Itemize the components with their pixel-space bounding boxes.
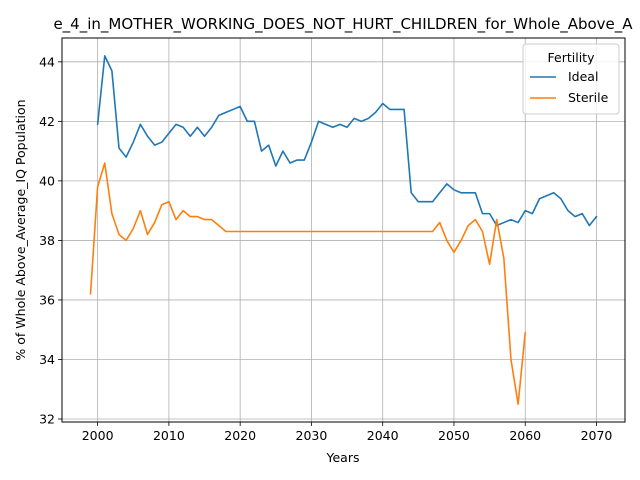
series-line-sterile: [89, 162, 527, 405]
plot-frame: [61, 37, 626, 423]
y-tick-label: 32: [39, 412, 55, 427]
x-tick-label: 2020: [224, 428, 256, 443]
y-tick-label: 38: [39, 233, 55, 248]
legend-box: [522, 43, 620, 115]
x-axis: 2000 2010 2020 2030 2040 2050 2060 2070: [82, 422, 613, 443]
y-tick-label: 34: [39, 352, 55, 367]
x-tick-label: 2060: [509, 428, 541, 443]
legend-label-sterile: Sterile: [568, 90, 609, 105]
y-axis-label: % of Whole Above_Average_IQ Population: [13, 99, 28, 360]
y-axis: 32 34 36 38 40 42 44: [39, 54, 62, 427]
legend: Fertility Ideal Sterile: [522, 43, 620, 115]
chart-title: e_4_in_MOTHER_WORKING_DOES_NOT_HURT_CHIL…: [53, 15, 633, 34]
x-axis-label: Years: [326, 450, 360, 465]
series-layer: [89, 55, 598, 405]
x-tick-label: 2040: [367, 428, 399, 443]
x-tick-label: 2050: [438, 428, 470, 443]
x-tick-label: 2070: [581, 428, 613, 443]
series-line-ideal: [96, 55, 598, 227]
x-tick-label: 2010: [153, 428, 185, 443]
legend-title: Fertility: [548, 50, 596, 65]
y-tick-label: 36: [39, 292, 55, 307]
y-tick-label: 40: [39, 173, 55, 188]
x-tick-label: 2000: [82, 428, 114, 443]
y-tick-label: 42: [39, 114, 55, 129]
legend-label-ideal: Ideal: [568, 69, 598, 84]
x-tick-label: 2030: [296, 428, 328, 443]
y-tick-label: 44: [39, 54, 55, 69]
